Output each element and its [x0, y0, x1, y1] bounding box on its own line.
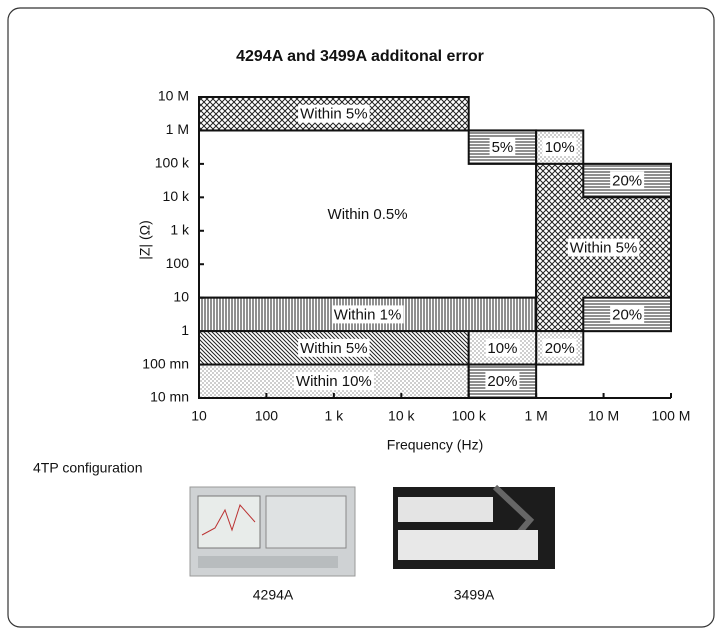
- y-tick-label: 10 M: [158, 88, 189, 104]
- x-tick-label: 100 M: [652, 408, 691, 424]
- instrument-caption: 3499A: [454, 587, 495, 603]
- region-label: Within 1%: [334, 306, 402, 323]
- x-tick-label: 10: [191, 408, 207, 424]
- region-label: Within 0.5%: [328, 206, 408, 223]
- region-label: Within 5%: [300, 340, 368, 357]
- page: {"chart_data": {"type": "region", "title…: [0, 0, 723, 636]
- configuration-label: 4TP configuration: [33, 460, 142, 476]
- x-tick-label: 1 M: [524, 408, 547, 424]
- region-label: 20%: [487, 373, 517, 390]
- region-label: 20%: [612, 173, 642, 190]
- x-tick-label: 1 k: [325, 408, 345, 424]
- region-label: 20%: [612, 306, 642, 323]
- instrument-image: [393, 487, 555, 569]
- x-tick-label: 10 M: [588, 408, 619, 424]
- y-tick-label: 100 mn: [142, 355, 189, 371]
- regions: Within 0.5% Within 5% 5% 10% Within 5% 20% 20%…: [199, 97, 671, 398]
- chart: 4294A and 3499A additonal error Frequenc…: [0, 0, 723, 636]
- instrument-image: [190, 487, 355, 576]
- y-tick-label: 100: [166, 255, 190, 271]
- y-tick-label: 100 k: [155, 155, 190, 171]
- region-label: 10%: [545, 139, 575, 156]
- y-tick-label: 10 mn: [150, 389, 189, 405]
- region-label: Within 5%: [300, 106, 368, 123]
- x-axis-label: Frequency (Hz): [387, 437, 483, 453]
- y-tick-label: 1 k: [170, 221, 190, 237]
- x-tick-label: 10 k: [388, 408, 415, 424]
- y-axis-label: |Z| (Ω): [137, 220, 153, 260]
- y-tick-label: 1: [181, 322, 189, 338]
- region-label: 5%: [492, 139, 514, 156]
- x-tick-label: 100 k: [452, 408, 487, 424]
- y-tick-label: 10 k: [163, 188, 190, 204]
- instrument-caption: 4294A: [253, 587, 294, 603]
- region-label: Within 5%: [570, 239, 638, 256]
- y-tick-label: 10: [173, 288, 189, 304]
- region-label: 10%: [487, 340, 517, 357]
- chart-title: 4294A and 3499A additonal error: [236, 48, 484, 65]
- x-tick-label: 100: [255, 408, 279, 424]
- region-label: Within 10%: [296, 373, 372, 390]
- y-tick-label: 1 M: [166, 121, 189, 137]
- region-label: 20%: [545, 340, 575, 357]
